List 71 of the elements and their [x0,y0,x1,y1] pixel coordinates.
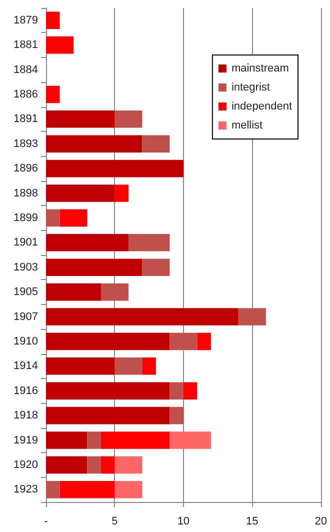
y-tick-label: 1899 [14,212,38,224]
bar [183,382,198,400]
legend-label: mellist [231,120,263,132]
y-tick-label: 1916 [14,384,38,397]
x-tick-label: 20 [314,516,328,528]
y-tick-label: 1901 [14,236,38,249]
bar [46,432,88,449]
bar [46,332,170,350]
bar [170,382,184,400]
x-tick-label: 10 [177,516,190,528]
bar [197,332,211,350]
y-tick-label: 1884 [14,64,38,76]
bar [46,234,128,252]
y-tick-label: 1893 [14,138,38,150]
bar [142,358,156,375]
bar [170,332,198,350]
bar [238,308,266,326]
bar [114,110,142,128]
bar [114,358,142,375]
y-tick-label: 1881 [14,39,38,52]
bar [46,36,74,54]
bar [46,406,170,424]
bar [46,283,101,301]
bar [46,481,60,498]
bar [46,184,115,202]
bar [170,432,211,449]
y-tick-label: 1910 [14,335,38,348]
bar [142,135,170,152]
bar [100,456,115,474]
bar [60,209,88,227]
bar [87,456,101,474]
x-tick-label: 5 [112,516,118,528]
x-tick-label: - [44,516,48,528]
bar [170,406,184,424]
bar [114,481,142,498]
bar [46,308,238,326]
bar [114,456,142,474]
bar [114,184,128,202]
bar [87,432,101,449]
y-tick-label: 1914 [14,360,38,372]
bar [60,481,115,498]
bar [46,110,115,128]
x-tick-label: 15 [246,516,258,528]
bar [100,432,170,449]
y-tick-label: 1886 [14,88,38,100]
y-tick-label: 1905 [14,286,38,298]
y-tick-label: 1918 [14,410,38,422]
y-tick-label: 1898 [14,187,38,200]
bar [142,258,170,276]
bar [128,234,170,252]
y-tick-label: 1919 [14,434,38,446]
y-tick-label: 1923 [14,484,38,496]
legend-label: integrist [231,82,270,94]
bar [46,456,88,474]
bar [46,358,115,375]
y-tick-label: 1907 [14,310,38,323]
bar [46,209,60,227]
y-tick-label: 1891 [14,113,38,126]
bar [100,283,128,301]
legend-label: mainstream [231,62,289,74]
y-tick-label: 1896 [14,162,38,175]
legend-label: independent [231,100,292,112]
bar [46,382,170,400]
y-tick-label: 1920 [14,458,38,471]
bar [46,258,142,276]
y-tick-label: 1879 [14,14,38,26]
bar [46,135,142,152]
bar [46,160,184,178]
bar [46,86,60,104]
y-tick-label: 1903 [14,261,38,274]
bar [46,12,60,29]
